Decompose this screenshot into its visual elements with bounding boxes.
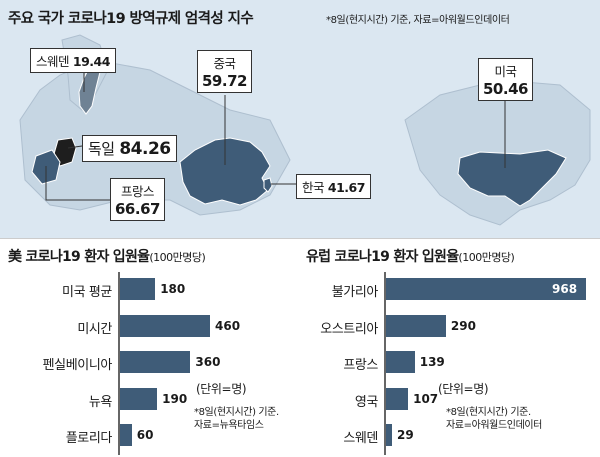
bar-axis-line <box>384 272 386 455</box>
bar <box>386 314 446 337</box>
bar-category-label: 미국 평균 <box>62 285 112 300</box>
us-chart-title-unit: (100만명당) <box>149 251 206 264</box>
bar-category-label: 미시간 <box>77 321 112 337</box>
callout-sweden: 스웨덴 19.44 <box>30 48 116 73</box>
bar <box>386 424 392 446</box>
callout-france: 프랑스 66.67 <box>110 178 165 221</box>
map-panel: 주요 국가 코로나19 방역규제 엄격성 지수 *8일(현지시간) 기준, 자료… <box>0 0 600 238</box>
world-map <box>19 34 591 226</box>
leader-germany <box>67 145 83 149</box>
us-note-line: *8일(현지시간) 기준. <box>194 407 279 418</box>
callout-china: 중국 59.72 <box>197 50 252 93</box>
bar <box>386 351 415 373</box>
eu-chart-title-unit: (100만명당) <box>458 251 515 264</box>
bar-value-label: 968 <box>552 282 578 296</box>
eu-chart-title-text: 유럽 코로나19 환자 입원율 <box>306 249 459 265</box>
bar <box>120 351 191 373</box>
bar-value-label: 190 <box>162 391 188 406</box>
us-note-line: 자료=뉴욕타임스 <box>194 420 264 431</box>
eu-chart-note: *8일(현지시간) 기준. 자료=아워월드인데이터 <box>446 406 542 432</box>
bar-value-label: 180 <box>160 282 186 296</box>
bar-category-label: 플로리다 <box>65 431 113 446</box>
eu-chart-title: 유럽 코로나19 환자 입원율(100만명당) <box>306 246 515 266</box>
bar-category-label: 프랑스 <box>343 358 378 373</box>
bar-axis-line <box>118 272 120 455</box>
bar <box>120 278 156 300</box>
bar-category-label: 뉴욕 <box>88 394 113 410</box>
bar-category-label: 펜실베이니아 <box>42 358 113 373</box>
map-source-note: *8일(현지시간) 기준, 자료=아워월드인데이터 <box>326 15 510 26</box>
callout-country-name: 미국 <box>494 64 517 79</box>
callout-country-name: 프랑스 <box>120 184 155 199</box>
callout-country-name: 스웨덴 <box>36 54 70 69</box>
korea-shape <box>263 177 273 193</box>
bar-category-label: 영국 <box>354 394 379 410</box>
bar <box>386 387 409 410</box>
callout-country-name: 한국 <box>302 180 325 195</box>
callout-index-value: 84.26 <box>119 139 171 159</box>
bar-value-label: 290 <box>450 318 476 333</box>
bar-category-label: 스웨덴 <box>343 431 378 446</box>
map-title: 주요 국가 코로나19 방역규제 엄격성 지수 <box>8 11 254 27</box>
bar-category-label: 오스트리아 <box>320 321 378 337</box>
bar-value-label: 29 <box>396 428 414 442</box>
us-unit-label: (단위=명) <box>196 382 247 396</box>
bar-value-label: 60 <box>136 428 154 442</box>
callout-country-name: 독일 <box>88 140 115 158</box>
callout-index-value: 50.46 <box>483 80 528 98</box>
callout-korea: 한국 41.67 <box>296 174 371 199</box>
us-chart-title-text: 美 코로나19 환자 입원율 <box>8 249 150 265</box>
eu-note-line: 자료=아워월드인데이터 <box>446 420 542 431</box>
callout-germany: 독일 84.26 <box>82 135 177 162</box>
us-chart-note: *8일(현지시간) 기준. 자료=뉴욕타임스 <box>194 406 279 432</box>
eu-note-line: *8일(현지시간) 기준. <box>446 407 531 418</box>
callout-index-value: 59.72 <box>202 72 247 90</box>
callout-index-value: 41.67 <box>327 180 366 195</box>
bar <box>120 314 210 337</box>
callout-usa: 미국 50.46 <box>478 58 533 101</box>
section-divider <box>0 238 600 239</box>
bar-value-label: 360 <box>195 355 221 369</box>
bar-value-label: 460 <box>215 318 241 333</box>
callout-country-name: 중국 <box>213 56 236 71</box>
callout-index-value: 19.44 <box>72 54 111 69</box>
bar <box>120 424 132 446</box>
leader-france <box>45 166 112 201</box>
bar <box>386 278 586 300</box>
us-chart-title: 美 코로나19 환자 입원율(100만명당) <box>8 246 206 266</box>
eu-unit-label: (단위=명) <box>438 382 489 396</box>
usa-shape <box>457 149 567 207</box>
bar-value-label: 107 <box>413 391 439 406</box>
bar <box>120 387 158 410</box>
callout-index-value: 66.67 <box>115 200 160 218</box>
bar-category-label: 불가리아 <box>331 285 379 300</box>
bar-value-label: 139 <box>419 355 445 369</box>
